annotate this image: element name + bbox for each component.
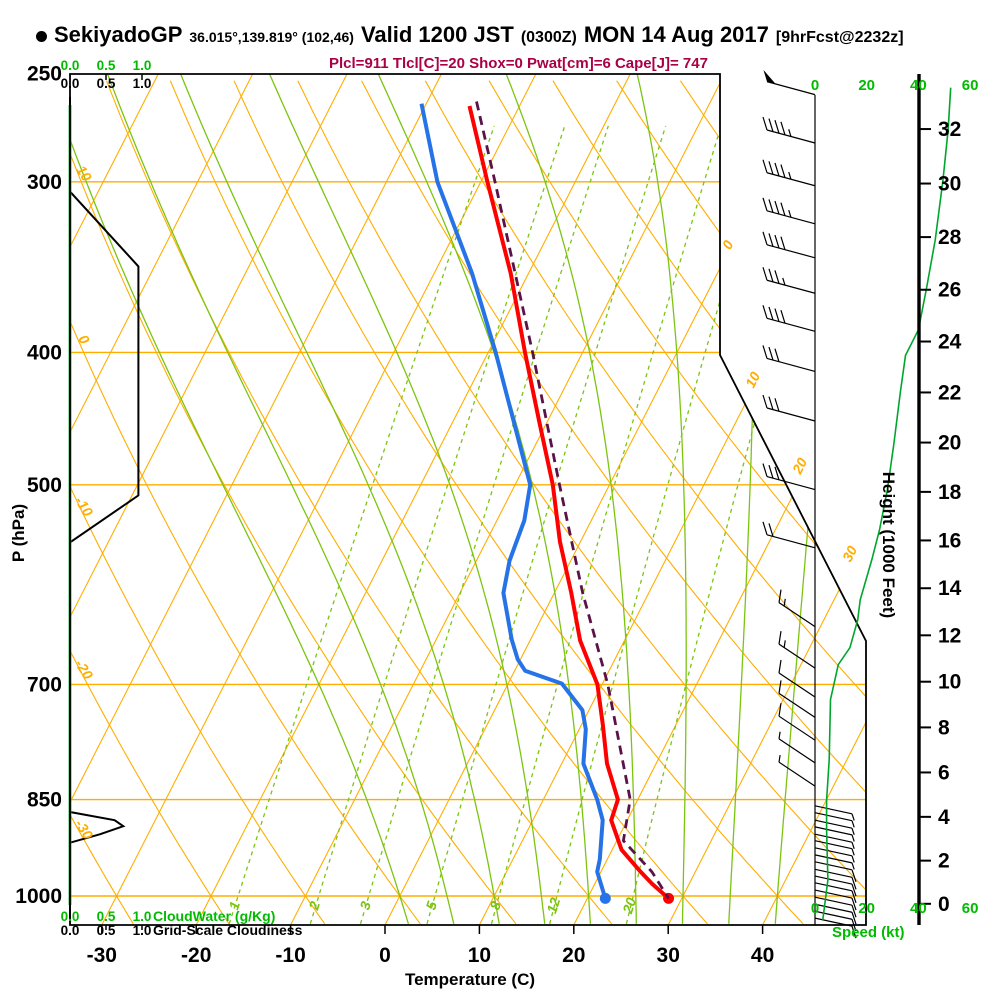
svg-text:-10: -10 bbox=[275, 944, 305, 967]
svg-text:6: 6 bbox=[938, 761, 950, 784]
svg-text:8: 8 bbox=[938, 716, 950, 739]
svg-text:20: 20 bbox=[938, 432, 961, 455]
height-axis-label: Height (1000 Feet) bbox=[879, 471, 898, 619]
cloud-scale-labels: 0.00.00.00.00.50.50.50.51.01.01.01.0 bbox=[61, 58, 152, 938]
svg-text:24: 24 bbox=[938, 331, 962, 354]
svg-text:0.0: 0.0 bbox=[61, 909, 80, 924]
cloudiness-scale-label: Grid-Scale Cloudiness bbox=[153, 922, 303, 938]
svg-text:850: 850 bbox=[27, 789, 62, 812]
svg-text:5: 5 bbox=[422, 899, 440, 912]
svg-text:12: 12 bbox=[938, 624, 961, 647]
svg-text:0.0: 0.0 bbox=[61, 923, 80, 938]
svg-text:2: 2 bbox=[305, 899, 323, 913]
wind-speed-curve bbox=[822, 87, 952, 920]
svg-text:-30: -30 bbox=[87, 944, 117, 967]
isotherm-labels: 0 10 20 30 bbox=[719, 237, 861, 564]
svg-text:12: 12 bbox=[543, 895, 563, 915]
mixing-ratio-labels: 1 2 3 5 8 12 20 bbox=[225, 895, 639, 916]
svg-text:4: 4 bbox=[938, 806, 950, 829]
svg-text:500: 500 bbox=[27, 474, 62, 497]
pressure-tick-labels: 250 300 400 500 700 850 1000 bbox=[15, 63, 62, 908]
station-coords: 36.015°,139.819° (102,46) bbox=[189, 29, 354, 45]
svg-text:30: 30 bbox=[938, 173, 961, 196]
svg-text:0: 0 bbox=[719, 237, 737, 251]
svg-text:-30: -30 bbox=[72, 816, 97, 842]
valid-date: MON 14 Aug 2017 bbox=[583, 22, 769, 47]
svg-text:22: 22 bbox=[938, 381, 961, 404]
station-bullet-icon bbox=[36, 31, 47, 42]
svg-text:2: 2 bbox=[938, 850, 950, 873]
svg-text:0.5: 0.5 bbox=[97, 58, 116, 73]
svg-text:20: 20 bbox=[619, 895, 639, 916]
svg-text:0.5: 0.5 bbox=[97, 909, 116, 924]
wind-barbs bbox=[762, 69, 857, 939]
svg-text:10: 10 bbox=[742, 369, 763, 390]
svg-text:26: 26 bbox=[938, 279, 961, 302]
svg-text:20: 20 bbox=[788, 455, 810, 477]
svg-text:20: 20 bbox=[562, 944, 585, 967]
svg-text:0.0: 0.0 bbox=[61, 58, 80, 73]
svg-text:30: 30 bbox=[657, 944, 680, 967]
svg-text:250: 250 bbox=[27, 63, 62, 86]
svg-text:0: 0 bbox=[938, 893, 950, 916]
svg-text:16: 16 bbox=[938, 529, 961, 552]
svg-text:3: 3 bbox=[356, 899, 374, 912]
svg-text:10: 10 bbox=[468, 944, 491, 967]
speed-axis-label: Speed (kt) bbox=[832, 924, 905, 941]
svg-text:300: 300 bbox=[27, 171, 62, 194]
temperature-tick-labels: -30 -20 -10 0 10 20 30 40 bbox=[87, 925, 774, 967]
svg-text:60: 60 bbox=[962, 900, 979, 917]
svg-text:0.5: 0.5 bbox=[97, 923, 116, 938]
svg-text:1.0: 1.0 bbox=[133, 76, 152, 91]
sounding-parameters: Plcl=911 Tlcl[C]=20 Shox=0 Pwat[cm]=6 Ca… bbox=[329, 55, 708, 72]
surface-dewpoint-dot bbox=[599, 892, 611, 904]
pressure-axis-label: P (hPa) bbox=[9, 503, 28, 563]
svg-text:1.0: 1.0 bbox=[133, 909, 152, 924]
svg-text:400: 400 bbox=[27, 341, 62, 364]
temperature-axis-label: Temperature (C) bbox=[404, 970, 536, 989]
valid-time: Valid 1200 JST bbox=[360, 22, 514, 47]
svg-text:700: 700 bbox=[27, 673, 62, 696]
dry-adiabat-labels: 100-10-20-30 bbox=[72, 162, 97, 842]
svg-text:40: 40 bbox=[751, 944, 774, 967]
svg-text:0: 0 bbox=[811, 900, 819, 917]
svg-text:-20: -20 bbox=[72, 656, 97, 682]
dewpoint-curve bbox=[419, 103, 611, 904]
plot-frame bbox=[69, 73, 867, 926]
svg-text:0.0: 0.0 bbox=[61, 76, 80, 91]
svg-text:0: 0 bbox=[811, 77, 819, 94]
svg-text:1000: 1000 bbox=[15, 885, 62, 908]
svg-text:0: 0 bbox=[379, 944, 391, 967]
svg-text:28: 28 bbox=[938, 226, 962, 249]
svg-text:40: 40 bbox=[910, 77, 927, 94]
svg-text:1.0: 1.0 bbox=[133, 58, 152, 73]
svg-text:60: 60 bbox=[962, 77, 979, 94]
chart-header: SekiyadoGP 36.015°,139.819° (102,46) Val… bbox=[36, 22, 904, 48]
svg-text:0.5: 0.5 bbox=[97, 76, 116, 91]
cloudwater-scale-label: CloudWater (g/Kg) bbox=[153, 908, 276, 924]
forecast-lead: [9hrFcst@2232z] bbox=[775, 29, 904, 46]
svg-text:14: 14 bbox=[938, 577, 962, 600]
station-name: SekiyadoGP bbox=[54, 22, 183, 47]
svg-text:40: 40 bbox=[910, 900, 927, 917]
svg-text:32: 32 bbox=[938, 118, 961, 141]
svg-text:0: 0 bbox=[75, 332, 93, 347]
svg-text:18: 18 bbox=[938, 481, 962, 504]
svg-text:30: 30 bbox=[839, 543, 860, 564]
parcel-curve bbox=[475, 101, 670, 900]
svg-text:20: 20 bbox=[858, 77, 875, 94]
svg-text:1.0: 1.0 bbox=[133, 923, 152, 938]
svg-text:-20: -20 bbox=[181, 944, 211, 967]
svg-text:20: 20 bbox=[858, 900, 875, 917]
background-grid bbox=[70, 74, 866, 925]
svg-text:10: 10 bbox=[938, 671, 961, 694]
valid-time-utc: (0300Z) bbox=[520, 29, 577, 46]
svg-text:10: 10 bbox=[73, 162, 95, 184]
